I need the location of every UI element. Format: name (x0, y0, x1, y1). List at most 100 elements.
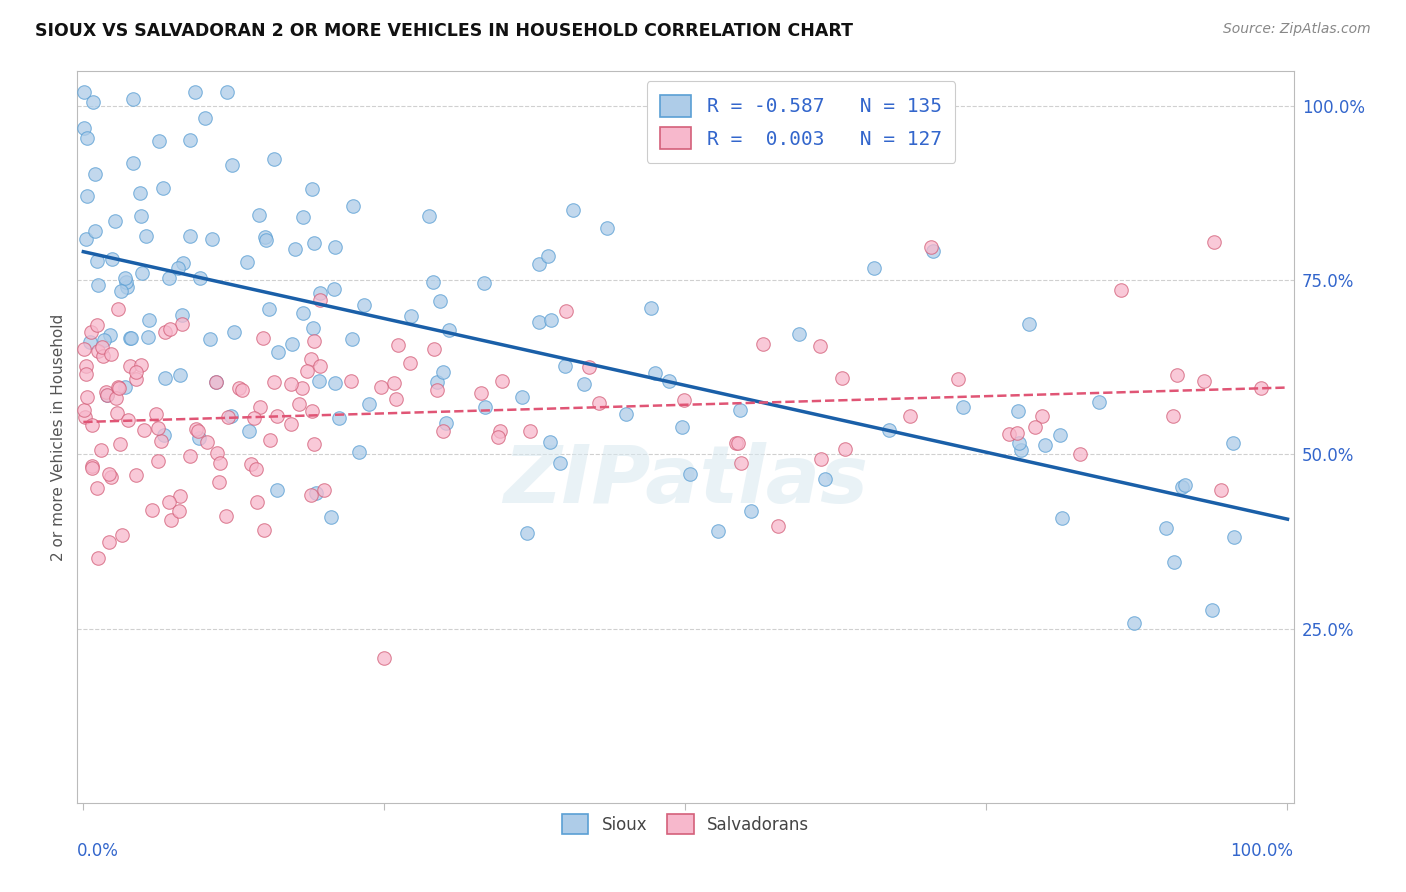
Point (228, 381, 250, 395)
Point (596, 220, 619, 235)
Point (399, 356, 422, 370)
Point (353, 298, 375, 312)
Point (370, 379, 392, 393)
Point (125, 371, 148, 385)
Point (184, 422, 207, 436)
Text: Source: ZipAtlas.com: Source: ZipAtlas.com (1223, 22, 1371, 37)
Point (167, 260, 190, 275)
Point (1088, 394, 1111, 409)
Point (179, 228, 201, 243)
Point (121, 155, 143, 169)
Point (97, 467, 120, 482)
Point (671, 420, 693, 434)
Point (73, 342, 96, 356)
Point (429, 294, 451, 309)
Point (302, 437, 325, 451)
Point (808, 338, 831, 352)
Point (152, 181, 174, 195)
Point (73, 403, 96, 417)
Point (86, 318, 108, 332)
Point (146, 421, 169, 435)
Point (1194, 374, 1216, 388)
Point (1018, 318, 1040, 332)
Point (98, 535, 121, 549)
Point (153, 370, 176, 384)
Point (118, 331, 141, 345)
Point (76, 130, 98, 145)
Point (157, 494, 180, 508)
Point (135, 228, 157, 243)
Point (266, 409, 288, 423)
Point (387, 338, 409, 352)
Point (328, 410, 350, 425)
Point (291, 306, 314, 320)
Point (1222, 436, 1244, 450)
Point (122, 93, 145, 107)
Point (877, 423, 900, 437)
Point (145, 408, 167, 422)
Point (787, 326, 810, 341)
Point (75, 232, 97, 246)
Point (291, 210, 314, 224)
Point (208, 475, 231, 489)
Point (472, 276, 495, 290)
Point (658, 374, 681, 388)
Point (93, 333, 115, 347)
Point (540, 312, 562, 326)
Point (187, 425, 209, 439)
Point (1008, 436, 1031, 450)
Point (519, 425, 541, 439)
Point (308, 293, 330, 307)
Point (295, 363, 318, 377)
Text: ZIPatlas: ZIPatlas (503, 442, 868, 520)
Point (159, 322, 181, 336)
Point (172, 256, 194, 270)
Point (153, 428, 176, 442)
Point (290, 380, 312, 394)
Point (527, 257, 550, 271)
Point (84, 224, 107, 238)
Point (120, 359, 142, 374)
Point (489, 425, 512, 439)
Text: SIOUX VS SALVADORAN 2 OR MORE VEHICLES IN HOUSEHOLD CORRELATION CHART: SIOUX VS SALVADORAN 2 OR MORE VEHICLES I… (35, 22, 853, 40)
Point (198, 332, 221, 346)
Point (204, 375, 226, 389)
Point (87, 550, 110, 565)
Point (1031, 409, 1053, 424)
Point (73, 121, 96, 136)
Point (302, 334, 325, 348)
Point (284, 243, 307, 257)
Point (253, 523, 276, 537)
Point (125, 365, 148, 379)
Point (814, 472, 837, 486)
Point (437, 323, 460, 337)
Point (117, 412, 139, 426)
Point (347, 444, 370, 458)
Point (434, 416, 457, 430)
Point (312, 483, 335, 497)
Point (263, 152, 285, 166)
Point (87, 277, 110, 292)
Point (195, 434, 218, 449)
Point (1161, 409, 1184, 423)
Point (640, 301, 662, 315)
Point (555, 304, 578, 318)
Point (125, 467, 148, 482)
Point (614, 407, 637, 421)
Point (1202, 235, 1225, 249)
Point (100, 346, 122, 360)
Point (215, 85, 238, 99)
Point (131, 209, 153, 223)
Point (141, 503, 163, 517)
Point (96, 388, 118, 402)
Point (952, 400, 974, 414)
Point (90, 442, 112, 457)
Point (249, 400, 271, 414)
Point (263, 376, 285, 390)
Point (862, 261, 884, 276)
Point (157, 271, 180, 285)
Point (169, 368, 191, 383)
Point (115, 280, 138, 294)
Point (1154, 521, 1177, 535)
Point (1005, 425, 1028, 440)
